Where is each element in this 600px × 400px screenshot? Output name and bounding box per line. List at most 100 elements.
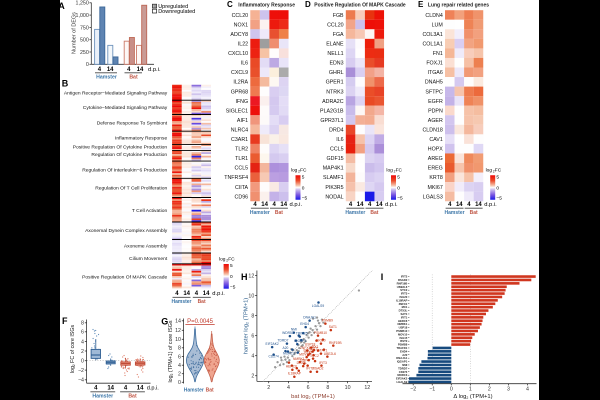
svg-text:MORC3: MORC3 bbox=[397, 373, 407, 377]
svg-text:USP18: USP18 bbox=[399, 326, 408, 330]
svg-text:Axoneme Assembly: Axoneme Assembly bbox=[124, 244, 168, 250]
svg-text:GDF15: GDF15 bbox=[327, 156, 344, 162]
svg-text:4: 4 bbox=[178, 363, 181, 369]
svg-text:RSAD2: RSAD2 bbox=[313, 367, 324, 371]
svg-text:MAP4K1: MAP4K1 bbox=[323, 166, 344, 172]
svg-text:2: 2 bbox=[488, 387, 491, 393]
svg-text:NELL1: NELL1 bbox=[327, 51, 343, 57]
svg-text:E: E bbox=[418, 0, 424, 9]
svg-text:FC: FC bbox=[495, 168, 502, 174]
svg-text:Hamster: Hamster bbox=[96, 75, 117, 81]
svg-text:BST2: BST2 bbox=[309, 347, 317, 351]
svg-text:Positive Regulation Of Cytokin: Positive Regulation Of Cytokine Producti… bbox=[73, 145, 168, 151]
svg-text:Regulation Of Cytokine Product: Regulation Of Cytokine Production bbox=[91, 152, 167, 158]
svg-text:−5: −5 bbox=[230, 284, 236, 290]
svg-text:CD274: CD274 bbox=[399, 370, 408, 374]
svg-text:EIF2AK2: EIF2AK2 bbox=[396, 377, 408, 381]
svg-text:ADRA2C: ADRA2C bbox=[322, 99, 344, 105]
svg-text:log: log bbox=[386, 168, 393, 174]
svg-text:−5: −5 bbox=[397, 195, 403, 201]
svg-text:FC: FC bbox=[300, 168, 307, 174]
svg-text:USP18: USP18 bbox=[305, 343, 316, 347]
svg-text:FN1: FN1 bbox=[433, 51, 443, 57]
svg-text:12: 12 bbox=[175, 328, 181, 334]
svg-text:Regulation Of T Cell Prolifera: Regulation Of T Cell Proliferation bbox=[95, 186, 167, 192]
svg-text:CCL20: CCL20 bbox=[232, 13, 249, 19]
svg-text:log2 (TPM+1) of core ISGs: log2 (TPM+1) of core ISGs bbox=[168, 320, 174, 382]
svg-text:d.p.i.: d.p.i. bbox=[147, 386, 160, 392]
svg-text:4: 4 bbox=[124, 386, 128, 392]
svg-text:4: 4 bbox=[98, 67, 102, 73]
svg-text:IL18RAP: IL18RAP bbox=[396, 298, 407, 302]
svg-text:D: D bbox=[305, 0, 311, 9]
svg-text:ELANE: ELANE bbox=[326, 42, 344, 48]
svg-text:0: 0 bbox=[496, 185, 499, 191]
svg-text:hamster log2 (TPM+1): hamster log2 (TPM+1) bbox=[244, 298, 250, 355]
svg-text:d.p.i.: d.p.i. bbox=[290, 202, 303, 208]
svg-text:2: 2 bbox=[178, 372, 181, 378]
svg-text:PLA2G1B: PLA2G1B bbox=[320, 108, 344, 114]
svg-text:IL22: IL22 bbox=[238, 42, 248, 48]
svg-text:8: 8 bbox=[178, 346, 181, 352]
svg-text:CAV1: CAV1 bbox=[429, 137, 442, 143]
svg-text:PSMB10: PSMB10 bbox=[396, 329, 407, 333]
svg-text:EHD4: EHD4 bbox=[300, 322, 309, 326]
svg-text:IL6: IL6 bbox=[336, 137, 343, 143]
svg-text:2: 2 bbox=[394, 170, 396, 174]
svg-text:500: 500 bbox=[80, 38, 89, 44]
svg-text:ITGA6: ITGA6 bbox=[427, 70, 442, 76]
svg-text:IL6: IL6 bbox=[241, 61, 248, 67]
svg-text:TNFRSF4: TNFRSF4 bbox=[224, 175, 248, 181]
svg-text:IFIT3: IFIT3 bbox=[401, 292, 408, 296]
svg-text:Bat: Bat bbox=[128, 394, 137, 400]
svg-text:log: log bbox=[291, 168, 298, 174]
svg-text:8: 8 bbox=[81, 321, 84, 327]
svg-text:DTX3L: DTX3L bbox=[399, 309, 408, 313]
svg-text:PDPN: PDPN bbox=[428, 108, 443, 114]
svg-text:Bat: Bat bbox=[198, 299, 206, 305]
svg-text:Cytokine−Mediated Signaling Pa: Cytokine−Mediated Signaling Pathway bbox=[83, 105, 168, 111]
svg-text:H: H bbox=[241, 272, 248, 282]
svg-text:SLAMF1: SLAMF1 bbox=[323, 175, 344, 181]
svg-text:CD274: CD274 bbox=[268, 354, 278, 358]
svg-text:LGALS9: LGALS9 bbox=[312, 304, 325, 308]
svg-text:4: 4 bbox=[448, 202, 452, 208]
svg-text:Regulation Of Interleukin−6 Pr: Regulation Of Interleukin−6 Production bbox=[82, 167, 167, 173]
svg-text:PIK3R5: PIK3R5 bbox=[325, 185, 343, 191]
svg-text:ADCY8: ADCY8 bbox=[230, 32, 248, 38]
svg-text:4: 4 bbox=[253, 202, 257, 208]
svg-text:CD96: CD96 bbox=[235, 194, 249, 200]
svg-text:TDRD7: TDRD7 bbox=[398, 366, 408, 370]
svg-text:IFNG: IFNG bbox=[235, 99, 248, 105]
svg-text:LGALS3: LGALS3 bbox=[423, 194, 443, 200]
svg-text:2: 2 bbox=[493, 170, 495, 174]
svg-text:GPR37L1: GPR37L1 bbox=[320, 118, 343, 124]
svg-text:TLR2: TLR2 bbox=[235, 147, 248, 153]
svg-text:Δ log2 (TPM+1): Δ log2 (TPM+1) bbox=[453, 394, 492, 400]
svg-text:EGFR: EGFR bbox=[428, 99, 443, 105]
svg-text:UBE2L6: UBE2L6 bbox=[324, 352, 336, 356]
svg-text:Hamster: Hamster bbox=[250, 210, 270, 216]
svg-text:HOPX: HOPX bbox=[428, 147, 443, 153]
svg-text:14: 14 bbox=[175, 319, 181, 325]
svg-text:2: 2 bbox=[298, 170, 300, 174]
svg-text:6: 6 bbox=[251, 333, 254, 339]
svg-text:IFIT2: IFIT2 bbox=[401, 275, 408, 279]
svg-text:PSMB9: PSMB9 bbox=[322, 318, 333, 322]
svg-text:d.p.i.: d.p.i. bbox=[385, 202, 398, 208]
svg-text:Positive Regulation Of MAPK Ca: Positive Regulation Of MAPK Cascade bbox=[314, 3, 406, 9]
svg-text:NTRK3: NTRK3 bbox=[326, 89, 343, 95]
svg-text:DNAJA1: DNAJA1 bbox=[396, 356, 407, 360]
svg-text:14: 14 bbox=[357, 202, 364, 208]
svg-text:DRD4: DRD4 bbox=[329, 127, 343, 133]
svg-text:SIGLEC1: SIGLEC1 bbox=[226, 108, 248, 114]
svg-text:4: 4 bbox=[94, 386, 98, 392]
svg-text:IFIT2: IFIT2 bbox=[306, 367, 314, 371]
svg-text:CCL20: CCL20 bbox=[327, 22, 344, 28]
svg-text:NMI: NMI bbox=[402, 363, 407, 367]
svg-text:d.p.i.: d.p.i. bbox=[212, 291, 225, 297]
svg-text:GPER1: GPER1 bbox=[326, 80, 344, 86]
svg-text:0: 0 bbox=[86, 62, 89, 68]
svg-text:I: I bbox=[381, 272, 384, 282]
svg-text:LUM: LUM bbox=[432, 22, 443, 28]
